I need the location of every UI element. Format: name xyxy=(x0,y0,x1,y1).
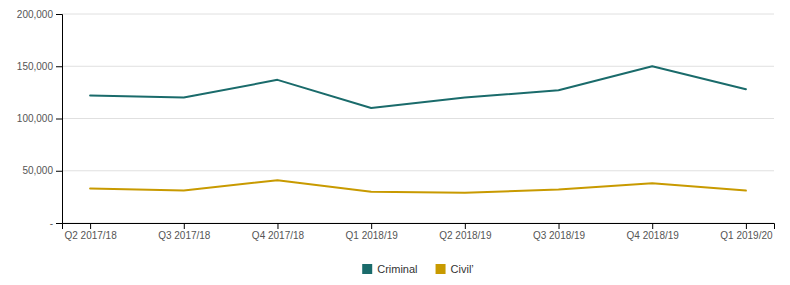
x-axis: Q2 2017/18 Q3 2017/18 Q4 2017/18 Q1 2018/19… xyxy=(63,223,775,241)
x-tick: Q4 2018/19 xyxy=(627,223,680,241)
grid-line xyxy=(62,14,774,15)
chart-container: - 50,000 100,000 150,000 200,000 Q2 2017/18 Q3… xyxy=(0,0,790,285)
y-tick-label: 50,000 xyxy=(22,165,53,176)
x-tick-mark xyxy=(652,223,653,229)
x-tick: Q3 2017/18 xyxy=(158,223,211,241)
x-tick: Q4 2017/18 xyxy=(252,223,305,241)
chart-svg: - 50,000 100,000 150,000 200,000 Q2 2017/18 Q3… xyxy=(0,0,790,285)
x-tick: Q1 2019/20 xyxy=(720,223,773,241)
x-tick-label: Q1 2018/19 xyxy=(346,230,399,241)
y-tick: 100,000 xyxy=(17,113,62,124)
x-tick-mark xyxy=(371,223,372,229)
x-tick-mark xyxy=(465,223,466,229)
y-tick: 150,000 xyxy=(17,61,62,72)
grid-line xyxy=(62,118,774,119)
x-tick-mark xyxy=(90,223,91,229)
x-tick-label: Q2 2017/18 xyxy=(64,230,117,241)
x-tick-mark xyxy=(184,223,185,229)
grid-line xyxy=(62,66,774,67)
x-tick-label: Q2 2018/19 xyxy=(439,230,492,241)
legend-label: Criminal xyxy=(377,263,417,275)
x-tick-mark xyxy=(277,223,278,229)
series-line xyxy=(90,180,746,193)
x-tick-mark xyxy=(559,223,560,229)
x-tick-label: Q4 2018/19 xyxy=(627,230,680,241)
x-tick-label: Q4 2017/18 xyxy=(252,230,305,241)
lines xyxy=(90,66,746,192)
legend-label: Civil’ xyxy=(451,263,474,275)
y-tick: - xyxy=(50,218,62,229)
x-tick: Q3 2018/19 xyxy=(533,223,586,241)
y-tick-mark xyxy=(56,223,62,224)
grid xyxy=(62,14,774,223)
y-tick-mark xyxy=(56,14,62,15)
y-tick-mark xyxy=(56,119,62,120)
x-tick: Q2 2017/18 xyxy=(64,223,117,241)
legend-swatch xyxy=(362,264,372,274)
x-axis-line xyxy=(63,224,775,230)
y-tick-label: 150,000 xyxy=(17,61,54,72)
y-tick-label: 200,000 xyxy=(17,9,54,20)
y-tick-label: 100,000 xyxy=(17,113,54,124)
legend-item: Civil’ xyxy=(436,263,474,275)
y-tick-label: - xyxy=(50,218,53,229)
grid-line xyxy=(62,170,774,171)
y-tick-mark xyxy=(56,66,62,67)
y-tick-mark xyxy=(56,171,62,172)
x-tick-mark xyxy=(746,223,747,229)
y-axis-line xyxy=(56,15,63,224)
y-tick: 50,000 xyxy=(22,165,62,176)
y-axis: - 50,000 100,000 150,000 200,000 xyxy=(17,9,63,229)
legend-item: Criminal xyxy=(362,263,417,275)
x-tick-label: Q1 2019/20 xyxy=(720,230,773,241)
x-tick: Q1 2018/19 xyxy=(346,223,399,241)
legend-swatch xyxy=(436,264,446,274)
legend: Criminal Civil’ xyxy=(362,263,474,275)
y-tick: 200,000 xyxy=(17,9,62,20)
series-line xyxy=(90,66,746,108)
x-tick-label: Q3 2018/19 xyxy=(533,230,586,241)
plot: - 50,000 100,000 150,000 200,000 Q2 2017/18 Q3… xyxy=(17,9,775,241)
x-tick: Q2 2018/19 xyxy=(439,223,492,241)
x-tick-label: Q3 2017/18 xyxy=(158,230,211,241)
